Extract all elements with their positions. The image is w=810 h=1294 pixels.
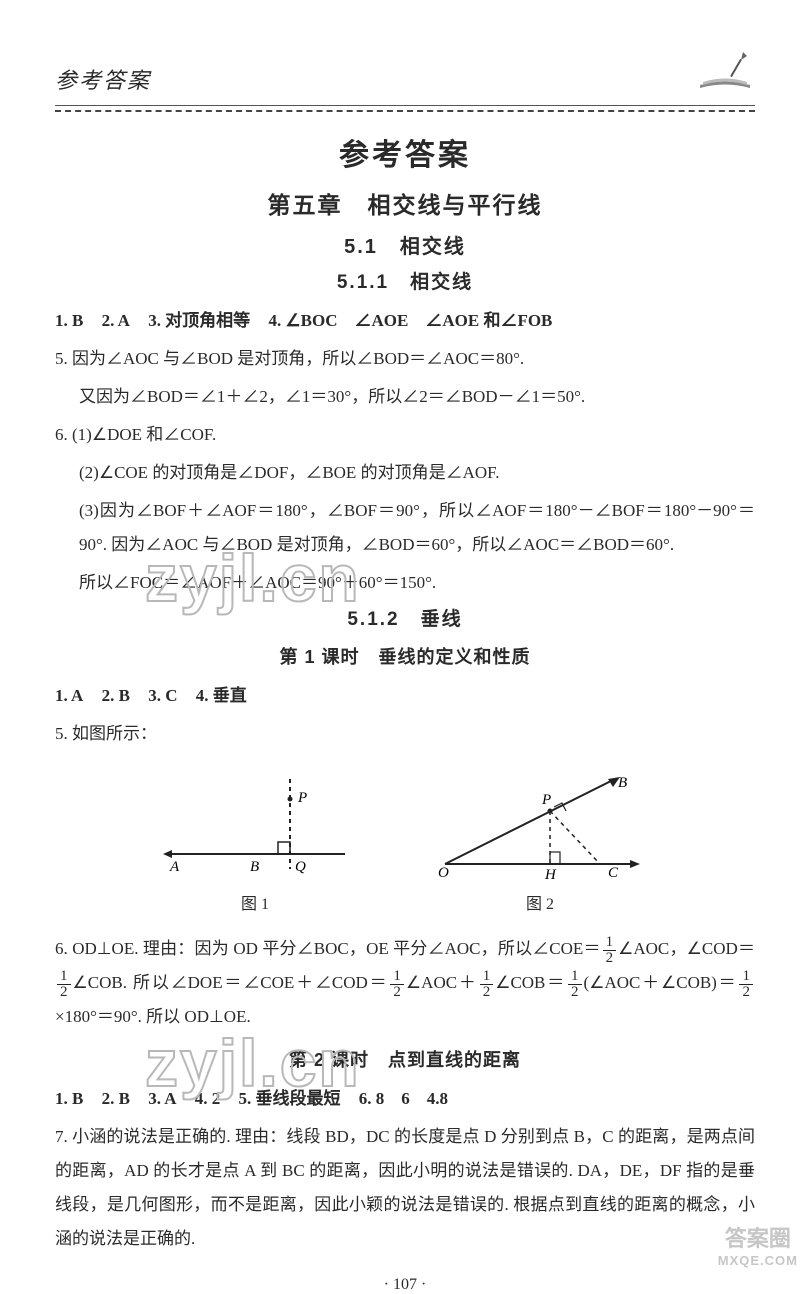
answer-row-511: 1. B 2. A 3. 对顶角相等 4. ∠BOC ∠AOE ∠AOE 和∠F… xyxy=(55,304,755,338)
l2-ans-2: 2. B xyxy=(102,1089,130,1108)
l1-ans-3: 3. C xyxy=(148,686,177,705)
l2-ans-4: 4. 2 xyxy=(195,1089,221,1108)
logo-text-2: MXQE.COM xyxy=(718,1253,798,1268)
svg-text:B: B xyxy=(618,775,627,791)
svg-text:H: H xyxy=(544,867,557,879)
svg-text:O: O xyxy=(438,865,449,879)
section-title: 5.1 相交线 xyxy=(55,230,755,259)
frac-half-4: 12 xyxy=(480,969,494,1000)
chapter-title: 第五章 相交线与平行线 xyxy=(55,186,755,220)
logo-text-1: 答案圈 xyxy=(718,1221,798,1253)
l2-ans-1: 1. B xyxy=(55,1089,83,1108)
lesson-2-title: 第 2 课时 点到直线的距离 xyxy=(55,1046,755,1072)
header-book-icon xyxy=(695,50,755,95)
l2-ans-6: 6. 8 6 4.8 xyxy=(359,1089,448,1108)
header-label: 参考答案 xyxy=(55,63,151,95)
sol-6-line3: (3)因为∠BOF＋∠AOF＝180°，∠BOF＝90°，所以∠AOF＝180°… xyxy=(55,494,755,562)
ans-3: 3. 对顶角相等 xyxy=(148,311,250,330)
main-title: 参考答案 xyxy=(55,130,755,174)
svg-text:P: P xyxy=(297,790,307,806)
sol-5-line2: 又因为∠BOD＝∠1＋∠2，∠1＝30°，所以∠2＝∠BOD－∠1＝50°. xyxy=(55,380,755,414)
l1-ans-2: 2. B xyxy=(102,686,130,705)
svg-text:P: P xyxy=(541,792,551,808)
sol-5-line1: 5. 因为∠AOC 与∠BOD 是对顶角，所以∠BOD＝∠AOC＝80°. xyxy=(55,342,755,376)
frac-half-3: 12 xyxy=(390,969,404,1000)
subsection-511: 5.1.1 相交线 xyxy=(55,267,755,294)
svg-text:B: B xyxy=(250,859,259,875)
answer-row-512-l2: 1. B 2. B 3. A 4. 2 5. 垂线段最短 6. 8 6 4.8 xyxy=(55,1082,755,1116)
subsection-512: 5.1.2 垂线 xyxy=(55,604,755,631)
l2-ans-5: 5. 垂线段最短 xyxy=(239,1089,341,1108)
svg-text:Q: Q xyxy=(295,859,306,875)
corner-logo: 答案圈 MXQE.COM xyxy=(718,1221,798,1268)
l1-ans-5: 5. 如图所示： xyxy=(55,717,755,751)
l2-ans-3: 3. A xyxy=(148,1089,176,1108)
lesson-1-title: 第 1 课时 垂线的定义和性质 xyxy=(55,643,755,669)
ans-4: 4. ∠BOC ∠AOE ∠AOE 和∠FOB xyxy=(268,311,552,330)
frac-half-5: 12 xyxy=(568,969,582,1000)
divider-dashed xyxy=(55,110,755,112)
sol-6-line1: 6. (1)∠DOE 和∠COF. xyxy=(55,418,755,452)
l2-sol-7: 7. 小涵的说法是正确的. 理由：线段 BD，DC 的长度是点 D 分别到点 B… xyxy=(55,1120,755,1256)
divider-line xyxy=(55,105,755,106)
sol-6-line4: 所以∠FOC＝∠AOF＋∠AOC＝90°＋60°＝150°. xyxy=(55,566,755,600)
ans-1: 1. B xyxy=(55,311,83,330)
figures-row: P A B Q 图 1 P O H C B 图 2 xyxy=(55,769,755,914)
sol-6-line2: (2)∠COE 的对顶角是∠DOF，∠BOE 的对顶角是∠AOF. xyxy=(55,456,755,490)
frac-half-2: 12 xyxy=(57,969,71,1000)
frac-half-6: 12 xyxy=(739,969,753,1000)
l1-ans-1: 1. A xyxy=(55,686,83,705)
page-number: · 107 · xyxy=(55,1276,755,1294)
fig1-caption: 图 1 xyxy=(160,890,350,914)
answer-row-512-l1: 1. A 2. B 3. C 4. 垂直 xyxy=(55,679,755,713)
svg-text:C: C xyxy=(608,865,619,879)
figure-1: P A B Q 图 1 xyxy=(160,769,350,914)
figure-2: P O H C B 图 2 xyxy=(430,769,650,914)
fig2-caption: 图 2 xyxy=(430,890,650,914)
l1-ans-4: 4. 垂直 xyxy=(196,686,247,705)
svg-text:A: A xyxy=(169,859,180,875)
ans-2: 2. A xyxy=(102,311,130,330)
frac-half-1: 12 xyxy=(603,935,617,966)
l1-sol-6: 6. OD⊥OE. 理由：因为 OD 平分∠BOC，OE 平分∠AOC，所以∠C… xyxy=(55,932,755,1034)
page-header: 参考答案 xyxy=(55,50,755,95)
